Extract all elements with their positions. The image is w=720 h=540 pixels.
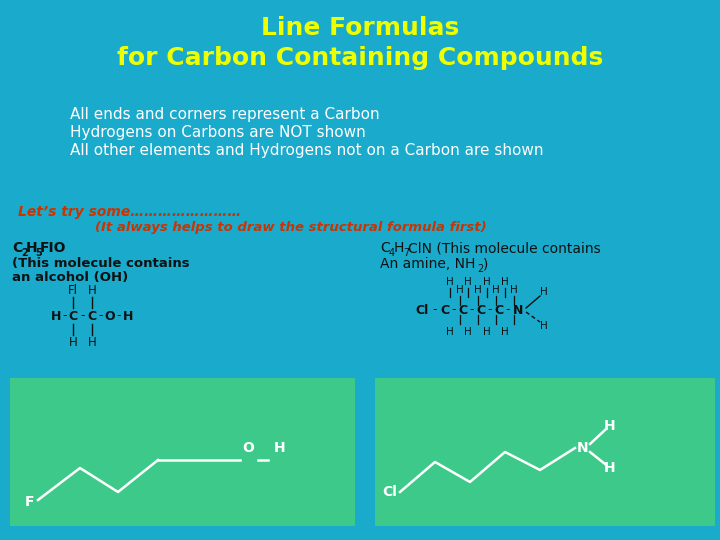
Text: C: C xyxy=(68,309,78,322)
Text: ): ) xyxy=(483,257,488,271)
Text: (This molecule contains: (This molecule contains xyxy=(12,258,189,271)
Text: -: - xyxy=(117,309,121,322)
Text: C: C xyxy=(495,303,503,316)
Text: Line Formulas: Line Formulas xyxy=(261,16,459,40)
Text: 4: 4 xyxy=(389,248,395,258)
Text: Hydrogens on Carbons are NOT shown: Hydrogens on Carbons are NOT shown xyxy=(70,125,366,140)
Text: N: N xyxy=(513,303,523,316)
Text: N: N xyxy=(577,441,589,455)
Text: F: F xyxy=(25,495,35,509)
Text: -: - xyxy=(487,303,492,316)
Text: Let’s try some……………………: Let’s try some…………………… xyxy=(18,205,241,219)
Text: H: H xyxy=(510,285,518,295)
Text: H: H xyxy=(26,241,37,255)
Text: -: - xyxy=(505,303,510,316)
Text: O: O xyxy=(104,309,115,322)
Text: C: C xyxy=(12,241,22,255)
Text: O: O xyxy=(242,441,254,455)
Text: H: H xyxy=(446,327,454,337)
Text: H: H xyxy=(88,336,96,349)
Text: for Carbon Containing Compounds: for Carbon Containing Compounds xyxy=(117,46,603,70)
Text: H: H xyxy=(68,336,77,349)
Text: H: H xyxy=(123,309,133,322)
Text: H: H xyxy=(88,284,96,296)
Text: H: H xyxy=(483,277,491,287)
Text: H: H xyxy=(51,309,61,322)
Text: H: H xyxy=(474,285,482,295)
Text: (It always helps to draw the structural formula first): (It always helps to draw the structural … xyxy=(95,221,487,234)
Text: Fl: Fl xyxy=(68,284,78,296)
Text: An amine, NH: An amine, NH xyxy=(380,257,475,271)
Text: -: - xyxy=(451,303,456,316)
Text: 5: 5 xyxy=(35,248,42,258)
Text: H: H xyxy=(540,287,548,297)
Bar xyxy=(375,378,715,526)
Text: All ends and corners represent a Carbon: All ends and corners represent a Carbon xyxy=(70,107,379,123)
Text: -: - xyxy=(433,303,437,316)
Text: 7: 7 xyxy=(403,248,409,258)
Text: H: H xyxy=(604,419,616,433)
Text: H: H xyxy=(540,321,548,331)
Text: H: H xyxy=(456,285,464,295)
Text: -: - xyxy=(63,309,67,322)
Text: -: - xyxy=(469,303,474,316)
Text: H: H xyxy=(604,461,616,475)
Text: H: H xyxy=(394,241,405,255)
Text: an alcohol (OH): an alcohol (OH) xyxy=(12,272,128,285)
Text: H: H xyxy=(446,277,454,287)
Text: C: C xyxy=(441,303,449,316)
Text: H: H xyxy=(501,277,509,287)
Text: Cl: Cl xyxy=(382,485,397,499)
Text: C: C xyxy=(87,309,96,322)
Text: 2: 2 xyxy=(21,248,28,258)
Text: H: H xyxy=(483,327,491,337)
Text: H: H xyxy=(464,327,472,337)
Text: ClN (This molecule contains: ClN (This molecule contains xyxy=(408,241,600,255)
Text: H: H xyxy=(464,277,472,287)
Text: H: H xyxy=(492,285,500,295)
Text: -: - xyxy=(99,309,103,322)
Text: Cl: Cl xyxy=(415,303,428,316)
Text: H: H xyxy=(274,441,286,455)
Text: FIO: FIO xyxy=(40,241,66,255)
Text: C: C xyxy=(477,303,485,316)
Text: All other elements and Hydrogens not on a Carbon are shown: All other elements and Hydrogens not on … xyxy=(70,144,544,159)
Text: 2: 2 xyxy=(477,264,483,274)
Bar xyxy=(10,378,355,526)
Text: -: - xyxy=(81,309,85,322)
Text: C: C xyxy=(380,241,390,255)
Text: C: C xyxy=(459,303,467,316)
Text: H: H xyxy=(501,327,509,337)
